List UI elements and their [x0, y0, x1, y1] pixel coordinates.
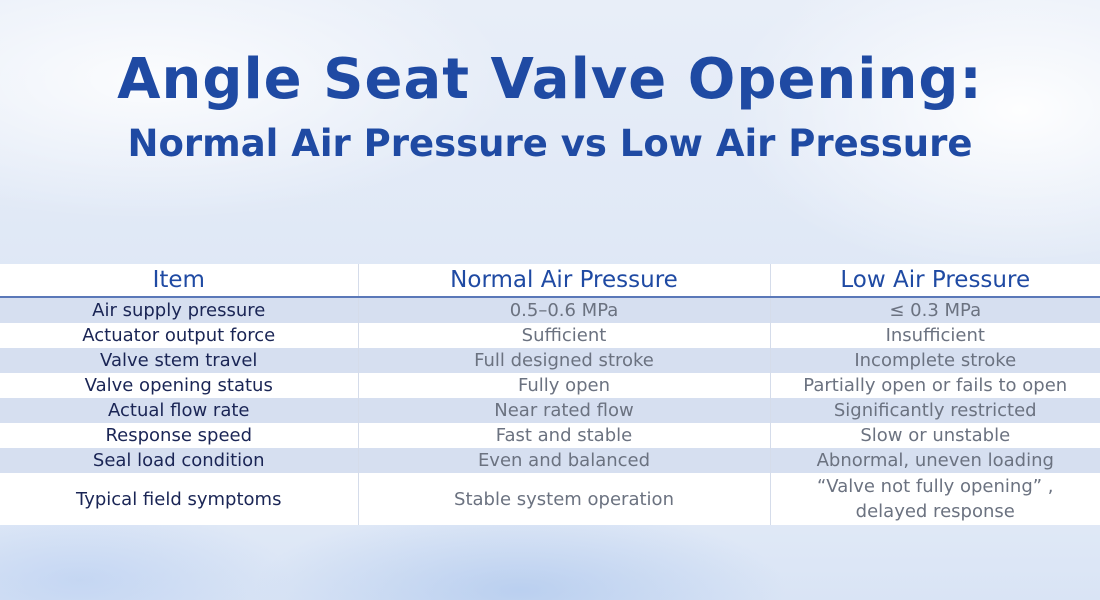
row-low-value: ≤ 0.3 MPa	[769, 297, 1100, 323]
row-normal-value: Stable system operation	[357, 473, 770, 525]
row-normal-value: Even and balanced	[357, 448, 770, 473]
row-low-value: Abnormal, uneven loading	[769, 448, 1100, 473]
table-row: Valve opening status Fully open Partiall…	[0, 373, 1100, 398]
table-row: Actual flow rate Near rated flow Signifi…	[0, 398, 1100, 423]
row-normal-value: Fully open	[357, 373, 770, 398]
page-title: Angle Seat Valve Opening:	[117, 47, 983, 112]
header-item: Item	[0, 264, 358, 298]
header-low-air-pressure: Low Air Pressure	[769, 264, 1100, 298]
table-row: Seal load condition Even and balanced Ab…	[0, 448, 1100, 473]
row-normal-value: Sufficient	[357, 323, 770, 348]
row-item-label: Valve stem travel	[0, 348, 358, 373]
page-subtitle: Normal Air Pressure vs Low Air Pressure	[127, 122, 973, 165]
title-block: Angle Seat Valve Opening: Normal Air Pre…	[0, 40, 1100, 168]
row-item-label: Response speed	[0, 423, 358, 448]
row-item-label: Air supply pressure	[0, 297, 358, 323]
table-row: Response speed Fast and stable Slow or u…	[0, 423, 1100, 448]
header-normal-air-pressure: Normal Air Pressure	[357, 264, 770, 298]
row-low-value: Incomplete stroke	[769, 348, 1100, 373]
row-low-value: Insufficient	[769, 323, 1100, 348]
table-row: Air supply pressure 0.5–0.6 MPa ≤ 0.3 MP…	[0, 297, 1100, 323]
row-low-value: “Valve not fully opening” , delayed resp…	[769, 473, 1100, 525]
row-item-label: Actuator output force	[0, 323, 358, 348]
row-item-label: Valve opening status	[0, 373, 358, 398]
row-normal-value: Fast and stable	[357, 423, 770, 448]
row-normal-value: 0.5–0.6 MPa	[357, 297, 770, 323]
row-item-label: Typical field symptoms	[0, 473, 358, 525]
row-low-value-line1: “Valve not fully opening” ,	[816, 476, 1054, 497]
row-item-label: Actual flow rate	[0, 398, 358, 423]
row-low-value: Slow or unstable	[769, 423, 1100, 448]
row-normal-value: Near rated flow	[357, 398, 770, 423]
comparison-table: Item Normal Air Pressure Low Air Pressur…	[0, 264, 1100, 525]
table-row: Actuator output force Sufficient Insuffi…	[0, 323, 1100, 348]
comparison-table-container: Item Normal Air Pressure Low Air Pressur…	[0, 264, 1100, 525]
row-low-value-line2: delayed response	[855, 501, 1015, 522]
row-low-value: Partially open or fails to open	[769, 373, 1100, 398]
row-low-value: Significantly restricted	[769, 398, 1100, 423]
table-row: Typical field symptoms Stable system ope…	[0, 473, 1100, 525]
row-normal-value: Full designed stroke	[357, 348, 770, 373]
table-header-row: Item Normal Air Pressure Low Air Pressur…	[0, 264, 1100, 298]
table-row: Valve stem travel Full designed stroke I…	[0, 348, 1100, 373]
row-item-label: Seal load condition	[0, 448, 358, 473]
